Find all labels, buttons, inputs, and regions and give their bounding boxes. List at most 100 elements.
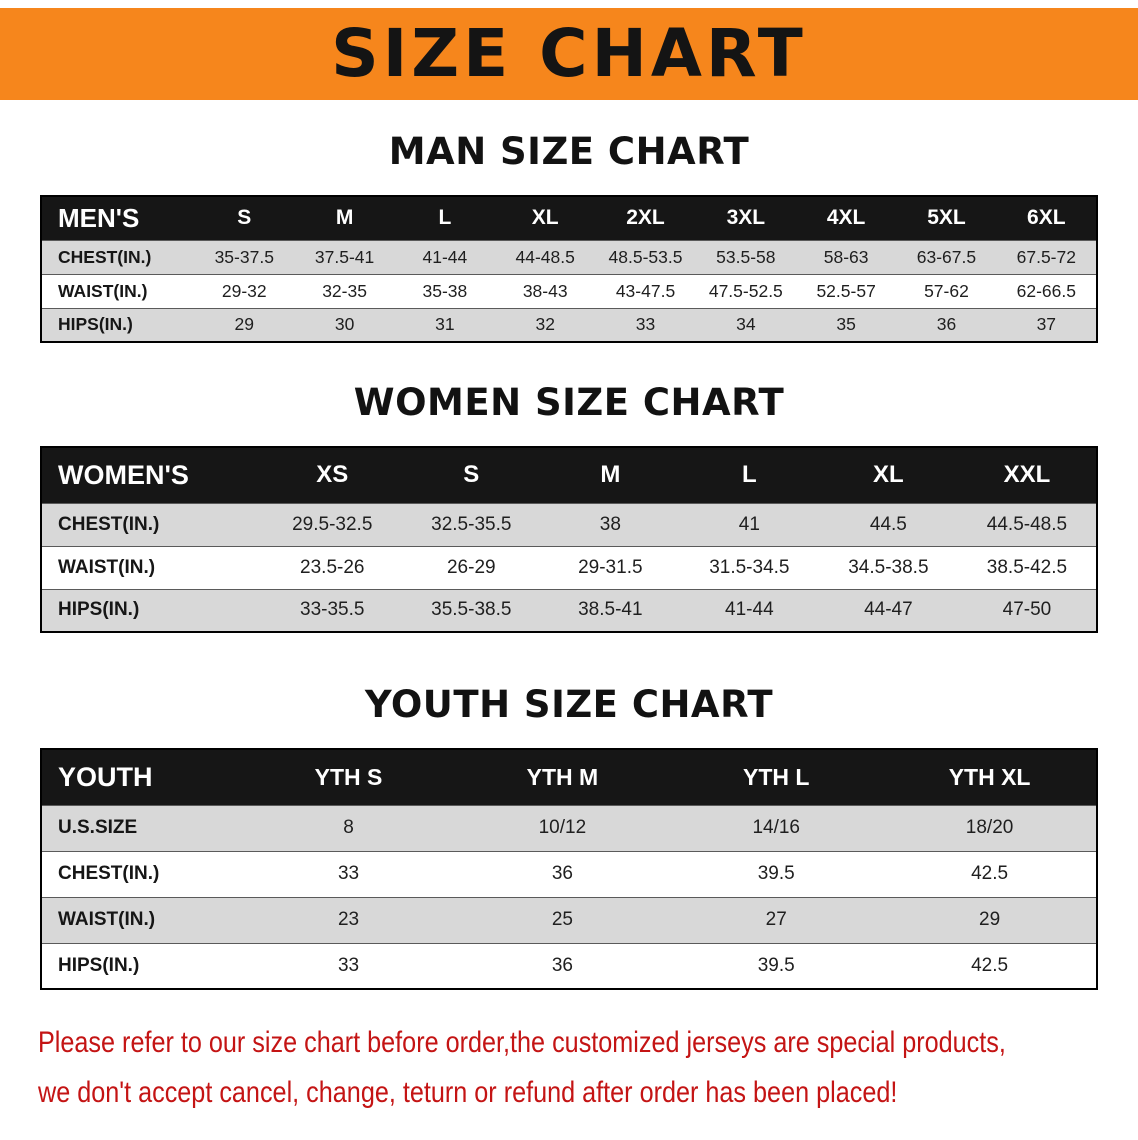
size-value-cell: 41	[738, 513, 760, 535]
size-value-cell: 26-29	[446, 556, 496, 578]
women-column-header: M	[540, 447, 680, 503]
row-label: HIPS(IN.)	[58, 954, 140, 976]
size-value-cell: 27	[765, 909, 787, 930]
youth-table-row: WAIST(IN.) 23 25 27 29	[41, 897, 1097, 943]
size-value-cell: 36	[551, 863, 573, 884]
youth-header-row: YOUTH YTH S YTH M YTH L YTH XL	[41, 749, 1097, 805]
size-value-cell: 32-35	[322, 280, 367, 301]
men-column-header: S	[194, 196, 295, 240]
size-value-cell: 33	[337, 863, 360, 884]
size-value-cell: 53.5-58	[716, 246, 776, 267]
men-table-title: MEN'S	[41, 196, 195, 240]
youth-column-header: YTH S	[241, 749, 456, 805]
size-value-cell: 34.5-38.5	[848, 556, 929, 578]
size-chart-sections: MAN SIZE CHART MEN'S S M L XL 2XL 3XL 4XL 5XL 6XL C…	[0, 130, 1138, 990]
size-value-cell: 47.5-52.5	[708, 280, 783, 301]
size-value-cell: 43-47.5	[615, 280, 676, 301]
size-value-cell: 18/20	[965, 817, 1014, 838]
size-value-cell: 42.5	[971, 954, 1009, 976]
size-value-cell: 35.5-38.5	[431, 599, 512, 621]
size-value-cell: 29	[234, 314, 254, 335]
youth-table-row: U.S.SIZE 8 10/12 14/16 18/20	[41, 805, 1097, 851]
size-value-cell: 14/16	[752, 817, 800, 838]
size-value-cell: 67.5-72	[1016, 246, 1076, 267]
men-table-row: HIPS(IN.) 29 30 31 32 33 34 35 36 37	[41, 308, 1097, 342]
women-column-header: XS	[262, 447, 402, 503]
men-header-row: MEN'S S M L XL 2XL 3XL 4XL 5XL 6XL	[41, 196, 1097, 240]
women-table-row: WAIST(IN.) 23.5-26 26-29 29-31.5 31.5-34.5 34…	[41, 546, 1097, 589]
size-value-cell: 42.5	[971, 863, 1009, 884]
size-value-cell: 44.5	[869, 513, 907, 535]
size-value-cell: 34	[736, 314, 756, 335]
size-value-cell: 39.5	[757, 954, 795, 976]
size-value-cell: 10/12	[538, 817, 587, 838]
row-label: WAIST(IN.)	[58, 909, 156, 930]
youth-column-header: YTH L	[669, 749, 884, 805]
size-value-cell: 32	[535, 314, 555, 335]
row-label: CHEST(IN.)	[58, 513, 160, 535]
men-size-table: MEN'S S M L XL 2XL 3XL 4XL 5XL 6XL CHEST(IN.) 35-37…	[40, 195, 1098, 343]
women-column-header: XXL	[957, 447, 1097, 503]
size-value-cell: 23	[337, 909, 360, 930]
size-value-cell: 31	[435, 314, 455, 335]
size-value-cell: 41-44	[725, 599, 774, 621]
size-value-cell: 35	[836, 314, 856, 335]
men-column-header: XL	[495, 196, 596, 240]
size-value-cell: 38.5-42.5	[986, 556, 1068, 578]
men-section-heading: MAN SIZE CHART	[388, 130, 750, 173]
size-value-cell: 37.5-41	[314, 246, 375, 267]
size-value-cell: 33	[635, 314, 656, 335]
size-value-cell: 58-63	[823, 246, 869, 267]
women-size-table: WOMEN'S XS S M L XL XXL CHEST(IN.) 29.5-32.5 32.5…	[40, 446, 1098, 633]
size-value-cell: 44-47	[864, 599, 913, 621]
size-value-cell: 44.5-48.5	[986, 513, 1068, 535]
youth-size-table: YOUTH YTH S YTH M YTH L YTH XL U.S.SIZE 8 10/12…	[40, 748, 1098, 990]
women-table-row: HIPS(IN.) 33-35.5 35.5-38.5 38.5-41 41-44 44-…	[41, 589, 1097, 632]
size-value-cell: 31.5-34.5	[709, 556, 790, 578]
size-value-cell: 44-48.5	[515, 246, 575, 267]
size-value-cell: 29.5-32.5	[292, 513, 373, 535]
women-column-header: L	[679, 447, 819, 503]
men-column-header: 4XL	[795, 196, 897, 240]
women-column-header: S	[401, 447, 541, 503]
men-column-header: 6XL	[996, 196, 1097, 240]
youth-size-section: YOUTH SIZE CHART YOUTH YTH S YTH M YTH L YTH …	[0, 683, 1138, 990]
men-table-row: WAIST(IN.) 29-32 32-35 35-38 38-43 43-47.5 47.…	[41, 274, 1097, 308]
men-column-header: L	[394, 196, 496, 240]
women-table-title: WOMEN'S	[41, 447, 263, 503]
size-value-cell: 52.5-57	[816, 280, 876, 301]
size-value-cell: 37	[1036, 314, 1057, 335]
row-label: U.S.SIZE	[58, 817, 138, 838]
size-value-cell: 35-37.5	[214, 246, 274, 267]
size-value-cell: 33	[337, 954, 360, 976]
size-value-cell: 29-31.5	[578, 556, 643, 578]
banner: SIZE CHART	[0, 8, 1138, 100]
size-value-cell: 29	[979, 909, 1001, 930]
row-label: CHEST(IN.)	[58, 863, 160, 884]
size-value-cell: 35-38	[422, 280, 468, 301]
size-value-cell: 47-50	[1002, 599, 1052, 621]
size-value-cell: 33-35.5	[300, 599, 365, 621]
women-size-section: WOMEN SIZE CHART WOMEN'S XS S M L XL XXL CHEST(I…	[0, 381, 1138, 633]
women-section-heading: WOMEN SIZE CHART	[353, 381, 785, 424]
men-column-header: 2XL	[595, 196, 696, 240]
size-value-cell: 38-43	[522, 280, 568, 301]
row-label: CHEST(IN.)	[58, 246, 152, 267]
size-value-cell: 8	[343, 817, 354, 838]
size-value-cell: 23.5-26	[300, 556, 365, 578]
youth-column-header: YTH M	[455, 749, 670, 805]
size-value-cell: 63-67.5	[916, 246, 977, 267]
disclaimer-note: Please refer to our size chart before or…	[38, 1018, 1100, 1118]
size-value-cell: 38.5-41	[578, 599, 643, 621]
youth-table-row: CHEST(IN.) 33 36 39.5 42.5	[41, 851, 1097, 897]
size-value-cell: 39.5	[757, 863, 795, 884]
size-value-cell: 38	[599, 513, 621, 535]
women-header-row: WOMEN'S XS S M L XL XXL	[41, 447, 1097, 503]
size-value-cell: 29-32	[221, 280, 267, 301]
size-value-cell: 62-66.5	[1016, 280, 1076, 301]
youth-section-heading: YOUTH SIZE CHART	[364, 683, 774, 726]
youth-table-title: YOUTH	[41, 749, 242, 805]
men-size-section: MAN SIZE CHART MEN'S S M L XL 2XL 3XL 4XL 5XL 6XL C…	[0, 130, 1138, 343]
size-value-cell: 41-44	[422, 246, 468, 267]
size-chart-page: SIZE CHART MAN SIZE CHART MEN'S S M L XL 2XL 3X…	[0, 8, 1138, 1118]
